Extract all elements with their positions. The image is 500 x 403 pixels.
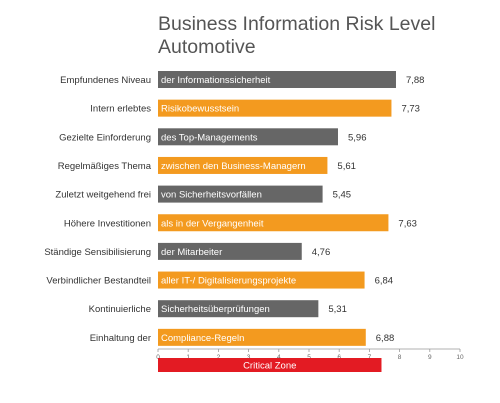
- tick-label: 10: [456, 354, 464, 361]
- critical-zone-label: Critical Zone: [243, 361, 296, 372]
- tick-label: 3: [247, 354, 251, 361]
- bar-text: als in der Vergangenheit: [161, 218, 264, 229]
- value-label: 5,61: [337, 161, 356, 172]
- bar-row: Regelmäßiges Thema zwischen den Business-…: [58, 156, 356, 174]
- critical-zone-bar: [158, 358, 382, 372]
- bar-row: Verbindlicher Bestandteil aller IT-/ Digi…: [46, 271, 394, 289]
- tick-label: 4: [277, 354, 281, 361]
- bar-text: aller IT-/ Digitalisierungsprojekte: [161, 276, 296, 287]
- x-axis: 0 1 2 3 4 5 6 7 8 9 10: [156, 348, 464, 361]
- tick-label: 0: [156, 354, 160, 361]
- value-label: 5,96: [348, 132, 367, 143]
- chart-title-line-1: Business Information Risk Level: [158, 13, 435, 35]
- category-label: Intern erlebtes: [90, 104, 151, 115]
- value-label: 7,88: [406, 75, 425, 86]
- bar: [158, 71, 396, 88]
- value-label: 6,88: [376, 333, 395, 344]
- tick-label: 5: [307, 354, 311, 361]
- category-label: Höhere Investitionen: [64, 218, 151, 229]
- chart-title: Business Information Risk Level Automoti…: [158, 13, 435, 58]
- category-label: Regelmäßiges Thema: [58, 161, 152, 172]
- bar-text: Risikobewusstsein: [161, 104, 239, 115]
- bar-row: Einhaltung der Compliance-Regeln 6,88: [90, 328, 395, 346]
- bar-text: Sicherheitsüberprüfungen: [161, 304, 270, 315]
- tick-label: 9: [428, 354, 432, 361]
- bar: [158, 242, 302, 260]
- bar: [158, 271, 365, 289]
- tick-label: 2: [217, 354, 221, 361]
- bar: [158, 128, 338, 146]
- value-label: 5,45: [333, 190, 352, 201]
- bar: [158, 214, 389, 232]
- bar-row: Höhere Investitionen als in der Vergangen…: [64, 214, 417, 232]
- bar-row: Ständige Sensibilisierung der Mitarbeiter…: [44, 242, 331, 260]
- bar-row: Gezielte Einforderung des Top-Managements…: [59, 128, 367, 146]
- category-label: Zuletzt weitgehend frei: [55, 190, 151, 201]
- bar-text: zwischen den Business-Managern: [161, 161, 306, 172]
- bar-text: der Informationssicherheit: [161, 75, 271, 86]
- tick-label: 7: [368, 354, 372, 361]
- value-label: 7,73: [401, 104, 420, 115]
- bar-row: Empfundenes Niveau der Informationssicher…: [60, 71, 424, 88]
- bar-row: Kontinuierliche Sicherheitsüberprüfungen 5…: [89, 300, 347, 318]
- bar: [158, 328, 366, 346]
- bar-text: der Mitarbeiter: [161, 247, 222, 258]
- chart-title-line-2: Automotive: [158, 36, 256, 58]
- bar: [158, 156, 328, 174]
- category-label: Verbindlicher Bestandteil: [46, 276, 151, 287]
- bar: [158, 99, 392, 117]
- category-label: Einhaltung der: [90, 333, 151, 344]
- tick-label: 1: [186, 354, 190, 361]
- bar-row: Zuletzt weitgehend frei von Sicherheitsvo…: [55, 185, 352, 203]
- critical-zone: Critical Zone: [158, 358, 382, 372]
- bar-rows: Empfundenes Niveau der Informationssicher…: [44, 71, 424, 346]
- value-label: 7,63: [398, 218, 417, 229]
- category-label: Ständige Sensibilisierung: [44, 247, 151, 258]
- tick-label: 8: [398, 354, 402, 361]
- bar-text: des Top-Managements: [161, 132, 258, 143]
- bar-text: Compliance-Regeln: [161, 333, 244, 344]
- category-label: Empfundenes Niveau: [60, 75, 151, 86]
- value-label: 4,76: [312, 247, 331, 258]
- value-label: 5,31: [328, 304, 347, 315]
- value-label: 6,84: [375, 276, 394, 287]
- bar-text: von Sicherheitsvorfällen: [161, 190, 262, 201]
- bar: [158, 300, 319, 318]
- bar: [158, 185, 323, 203]
- bar-row: Intern erlebtes Risikobewusstsein 7,73: [90, 99, 420, 117]
- tick-label: 6: [337, 354, 341, 361]
- category-label: Kontinuierliche: [89, 304, 151, 315]
- category-label: Gezielte Einforderung: [59, 132, 151, 143]
